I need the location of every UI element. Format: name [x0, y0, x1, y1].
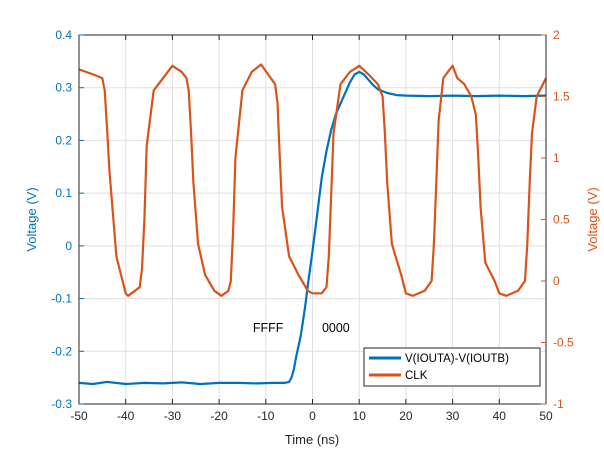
y-right-tick-label: 0.5 — [553, 213, 570, 227]
legend-label-series-1: V(IOUTA)-V(IOUTB) — [405, 353, 509, 365]
y-left-tick-label: 0.1 — [55, 186, 72, 200]
x-tick-label: 40 — [493, 409, 507, 423]
y-left-tick-label: 0.2 — [55, 133, 72, 147]
annotations: FFFF 0000 — [253, 321, 350, 335]
x-axis-label: Time (ns) — [285, 432, 339, 447]
x-tick-label: 20 — [399, 409, 413, 423]
tick-marks — [78, 34, 547, 405]
x-tick-label: -10 — [257, 409, 275, 423]
y-left-tick-label: -0.2 — [51, 344, 72, 358]
y-right-tick-label: -0.5 — [553, 336, 574, 350]
x-tick-label: 10 — [353, 409, 367, 423]
y-left-tick-label: 0 — [65, 239, 72, 253]
series-layer — [78, 63, 547, 386]
x-tick-label: -20 — [210, 409, 228, 423]
y-right-tick-label: 0 — [553, 274, 560, 288]
y-right-tick-label: -1 — [553, 397, 564, 411]
y-left-tick-label: 0.3 — [55, 81, 72, 95]
legend: V(IOUTA)-V(IOUTB) CLK — [363, 347, 541, 387]
annotation-label: FFFF — [253, 321, 284, 335]
y-left-tick-label: -0.3 — [51, 397, 72, 411]
tick-labels: -50 -40 -30 -20 -10 0 10 20 30 40 50-0.3-0.2-0.100… — [51, 28, 574, 423]
legend-box — [363, 347, 541, 387]
x-tick-label: 50 — [539, 409, 553, 423]
x-tick-label: 0 — [309, 409, 316, 423]
legend-label-series-2: CLK — [405, 370, 428, 382]
y-left-tick-label: -0.1 — [51, 292, 72, 306]
x-tick-label: -30 — [164, 409, 182, 423]
y-right-tick-label: 1.5 — [553, 90, 570, 104]
y-right-tick-label: 2 — [553, 28, 560, 42]
x-tick-label: 30 — [446, 409, 460, 423]
series-line-2 — [78, 63, 547, 297]
annotation-label: 0000 — [322, 321, 350, 335]
x-tick-label: -40 — [117, 409, 135, 423]
y-right-tick-label: 1 — [553, 151, 560, 165]
y-axis-label-left: Voltage (V) — [24, 187, 39, 251]
series-line-1 — [78, 70, 547, 386]
y-axis-label-right: Voltage (V) — [585, 187, 600, 251]
x-tick-label: -50 — [70, 409, 88, 423]
y-left-tick-label: 0.4 — [55, 28, 72, 42]
